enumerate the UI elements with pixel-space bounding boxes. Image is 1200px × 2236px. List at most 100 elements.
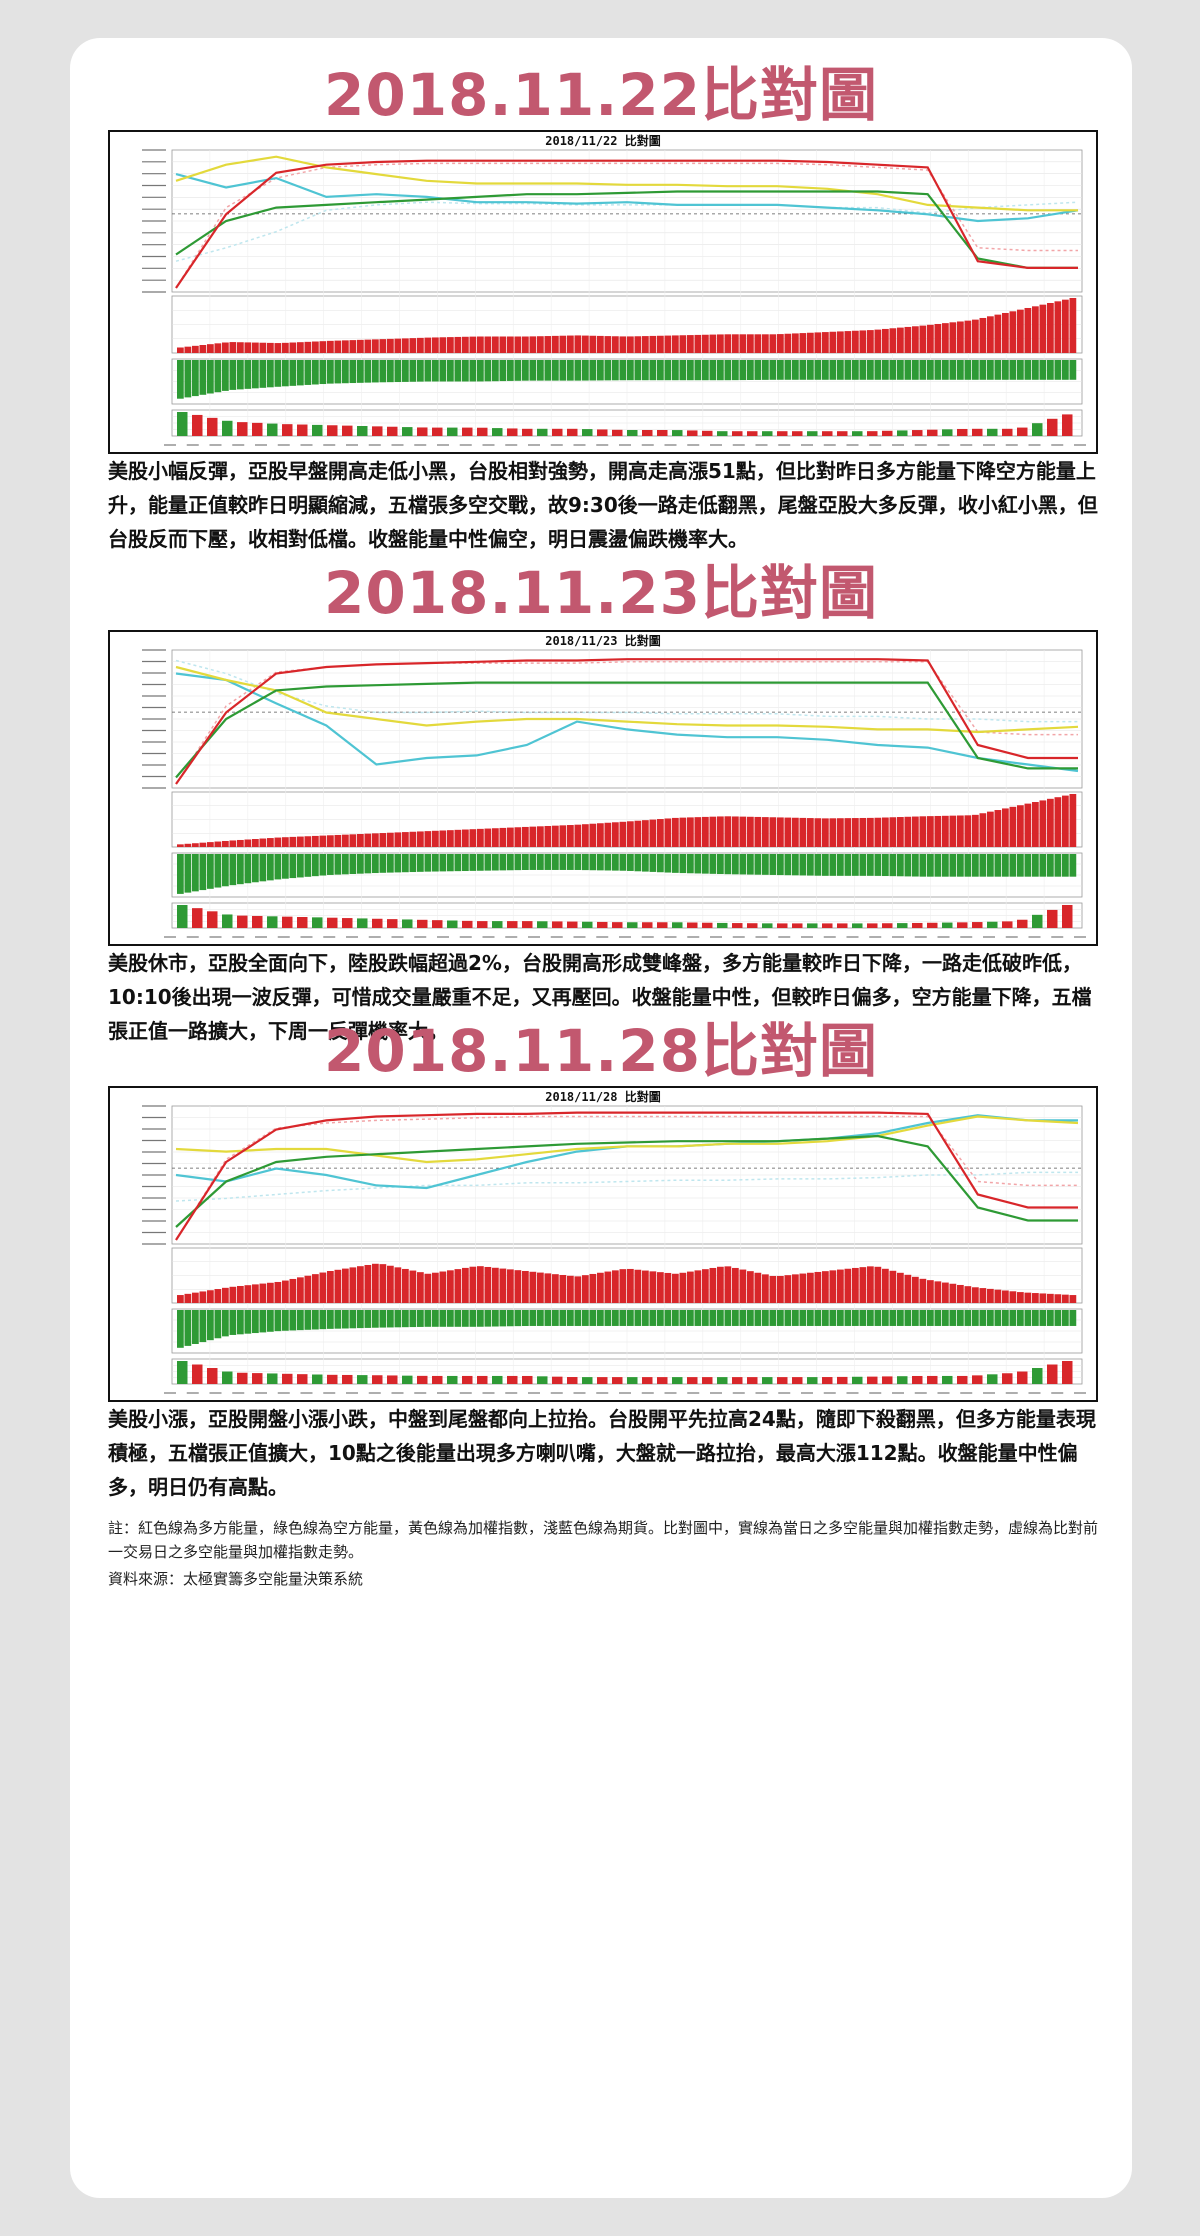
volume-bar <box>972 1375 983 1384</box>
green-energy-bar <box>874 1310 882 1326</box>
green-energy-bar <box>664 854 672 873</box>
red-energy-bar <box>402 832 409 847</box>
prev-index-dotted-line <box>175 201 1079 262</box>
red-energy-bar <box>979 813 987 847</box>
green-energy-bar <box>724 1310 732 1326</box>
red-energy-bar <box>1047 1293 1054 1303</box>
green-energy-bar <box>462 854 469 872</box>
volume-bar <box>852 1376 863 1384</box>
green-energy-bar <box>852 854 859 876</box>
green-energy-bar <box>259 360 267 388</box>
data-source: 資料來源：太極實籌多空能量決策系統 <box>108 1570 364 1588</box>
red-energy-bar <box>289 836 297 847</box>
red-energy-bar <box>334 1269 342 1303</box>
red-energy-bar <box>844 818 852 847</box>
red-energy-bar <box>199 1291 207 1303</box>
red-energy-bar <box>679 817 687 847</box>
red-energy-bar <box>942 815 949 847</box>
red-energy-bar <box>304 836 312 847</box>
red-energy-bar <box>814 1271 822 1303</box>
red-energy-bar <box>807 332 814 353</box>
red-energy-bar <box>709 1267 717 1303</box>
red-energy-bar <box>379 833 387 847</box>
volume-bar <box>927 429 938 436</box>
red-energy-bar <box>754 816 762 847</box>
green-energy-bar <box>634 854 642 872</box>
volume-bar <box>252 422 263 436</box>
legend-note: 註：紅色線為多方能量，綠色線為空方能量，黃色線為加權指數，淺藍色線為期貨。比對圖… <box>108 1519 1099 1561</box>
red-energy-bar <box>552 825 559 847</box>
green-energy-bar <box>642 854 649 872</box>
green-energy-bar <box>1047 360 1054 380</box>
volume-bar <box>1032 423 1043 436</box>
red-energy-bar <box>604 336 612 353</box>
green-energy-bar <box>454 854 462 872</box>
volume-bar <box>972 428 983 436</box>
volume-bar <box>597 921 608 928</box>
red-energy-bar <box>222 342 229 353</box>
green-energy-bar <box>252 854 259 883</box>
red-energy-bar <box>312 1274 319 1303</box>
red-energy-bar <box>724 1266 732 1303</box>
volume-bar <box>822 1377 833 1384</box>
red-energy-bar <box>477 336 484 353</box>
red-energy-bar <box>672 817 679 847</box>
volume-bar <box>387 426 398 436</box>
green-energy-bar <box>1009 854 1017 877</box>
green-energy-bar <box>327 854 334 875</box>
red-energy-bar <box>199 345 207 353</box>
green-energy-bar <box>387 360 394 383</box>
red-energy-bar <box>364 339 372 353</box>
red-energy-bar <box>619 821 627 847</box>
volume-bar <box>177 1361 188 1384</box>
green-energy-bar <box>319 360 327 385</box>
green-energy-bar <box>552 854 559 870</box>
red-energy-bar <box>237 839 244 847</box>
volume-bar <box>492 428 503 436</box>
red-energy-bar <box>889 1270 897 1303</box>
green-energy-bar <box>642 360 649 381</box>
green-energy-bar <box>777 854 784 876</box>
green-energy-bar <box>664 360 672 381</box>
chart-header: 2018/11/22 比對圖 <box>545 133 660 148</box>
volume-bar <box>507 921 518 928</box>
green-energy-bar <box>327 360 334 384</box>
green-energy-bar <box>957 854 964 877</box>
red-energy-bar <box>627 821 634 847</box>
green-energy-bar <box>379 360 387 383</box>
volume-bar <box>297 424 308 436</box>
red-energy-bar <box>469 1266 477 1303</box>
green-energy-bar <box>747 360 754 380</box>
volume-bar <box>957 922 968 928</box>
red-energy-bar <box>342 1268 349 1303</box>
volume-bar <box>717 1377 728 1384</box>
green-energy-bar <box>357 854 364 874</box>
green-energy-bar <box>784 360 792 380</box>
green-energy-bar <box>597 854 604 871</box>
green-energy-bar <box>469 360 477 382</box>
red-energy-bar <box>507 336 514 353</box>
volume-bar <box>267 1373 278 1384</box>
green-energy-bar <box>799 854 807 876</box>
red-energy-bar <box>852 330 859 353</box>
green-energy-bar <box>207 1310 214 1341</box>
green-energy-bar <box>424 1310 432 1327</box>
green-energy-bar <box>544 854 552 870</box>
volume-bar <box>402 919 413 928</box>
green-energy-bar <box>432 1310 439 1327</box>
red-energy-bar <box>424 831 432 847</box>
green-energy-bar <box>657 854 664 873</box>
green-energy-bar <box>927 1310 934 1326</box>
green-energy-bar <box>447 360 454 382</box>
red-energy-bar <box>604 822 612 847</box>
red-energy-bar <box>964 320 972 353</box>
red-energy-bar <box>724 334 732 353</box>
green-energy-bar <box>177 1310 184 1348</box>
red-energy-bar <box>747 334 754 353</box>
volume-bar <box>897 430 908 436</box>
red-energy-bar <box>762 817 769 847</box>
red-energy-bar <box>244 342 252 353</box>
volume-bar <box>582 921 593 928</box>
green-energy-bar <box>1062 360 1069 380</box>
volume-bar <box>927 922 938 928</box>
